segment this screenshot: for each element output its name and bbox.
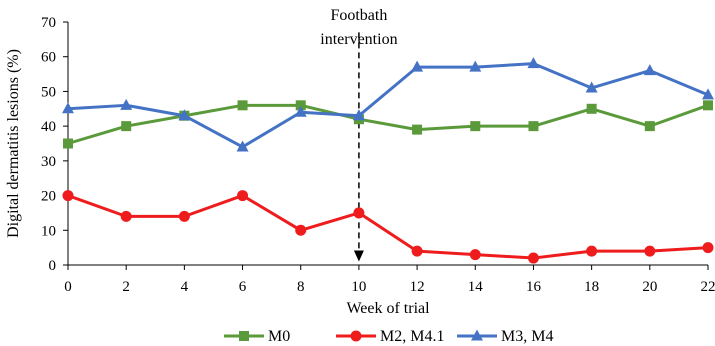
legend-swatch-marker (350, 330, 362, 342)
series-2 (62, 57, 714, 152)
data-point (236, 140, 249, 152)
legend-swatch-marker (239, 331, 249, 341)
annotation-line-1: Footbath (330, 7, 387, 24)
data-point (644, 245, 656, 257)
axes (67, 22, 708, 266)
x-tick-label: 8 (297, 279, 305, 295)
data-point (237, 100, 248, 111)
x-tick-label: 22 (701, 279, 715, 295)
legend-label: M2, M4.1 (380, 328, 444, 345)
y-tick-label: 30 (41, 154, 56, 170)
x-tick-label: 12 (410, 279, 425, 295)
series-line (67, 194, 709, 260)
data-point (703, 100, 713, 111)
x-tick-label: 0 (64, 279, 72, 295)
y-tick-label: 40 (41, 119, 56, 135)
series-layer (62, 57, 714, 264)
data-point (353, 207, 365, 219)
legend-label: M0 (268, 328, 290, 345)
legend-item: M3, M4 (457, 328, 553, 345)
legend-item: M0 (224, 328, 290, 345)
legend-label: M3, M4 (501, 328, 553, 345)
data-point (411, 60, 424, 72)
data-point (120, 98, 133, 110)
x-ticks: 0 2 4 6 8 10 12 14 16 18 20 22 (64, 265, 715, 295)
y-tick-label: 60 (41, 50, 56, 66)
y-tick-label: 20 (41, 189, 56, 205)
x-tick-label: 2 (122, 279, 130, 295)
x-tick-label: 10 (351, 279, 366, 295)
y-tick-label: 70 (41, 15, 56, 31)
legend-item: M2, M4.1 (336, 328, 444, 345)
data-point (412, 124, 423, 135)
data-point (352, 109, 365, 121)
data-point (527, 252, 539, 264)
x-tick-label: 14 (468, 279, 484, 295)
arrow-down-icon (353, 250, 364, 262)
x-tick-label: 16 (526, 279, 542, 295)
data-point (702, 88, 714, 100)
data-point (178, 109, 191, 121)
data-point (585, 81, 598, 93)
y-tick-label: 0 (49, 258, 57, 274)
x-tick-label: 18 (584, 279, 599, 295)
x-tick-label: 20 (642, 279, 657, 295)
y-axis-title: Digital dermatitis lesions (%) (5, 49, 22, 238)
legend-swatch-marker (471, 329, 483, 341)
data-point (643, 64, 656, 76)
data-point (469, 249, 481, 261)
data-point (237, 190, 249, 202)
data-point (120, 210, 132, 222)
data-point (295, 100, 306, 111)
data-point (644, 121, 655, 132)
data-point (121, 121, 132, 132)
data-point (62, 102, 74, 114)
series-line (67, 62, 709, 149)
data-point (528, 121, 539, 132)
data-point (295, 224, 307, 236)
data-point (411, 245, 423, 257)
data-point (469, 60, 482, 72)
x-tick-label: 4 (181, 279, 189, 295)
x-tick-label: 6 (239, 279, 247, 295)
footbath-annotation: Footbath intervention (320, 7, 398, 262)
data-point (62, 190, 74, 202)
data-point (702, 242, 714, 254)
annotation-line-2: intervention (320, 31, 397, 48)
data-point (294, 105, 307, 117)
legend: M0 M2, M4.1 M3, M4 (224, 328, 553, 345)
series-line (67, 103, 709, 145)
data-point (470, 121, 481, 132)
data-point (63, 138, 73, 149)
x-axis-title: Week of trial (346, 300, 430, 317)
series-0 (63, 100, 713, 149)
data-point (586, 245, 598, 257)
y-ticks: 0 10 20 30 40 50 60 70 (41, 15, 68, 274)
y-tick-label: 50 (41, 84, 56, 100)
data-point (527, 57, 540, 69)
y-tick-label: 10 (41, 223, 56, 239)
data-point (178, 210, 190, 222)
data-point (586, 103, 597, 114)
series-1 (62, 190, 714, 264)
